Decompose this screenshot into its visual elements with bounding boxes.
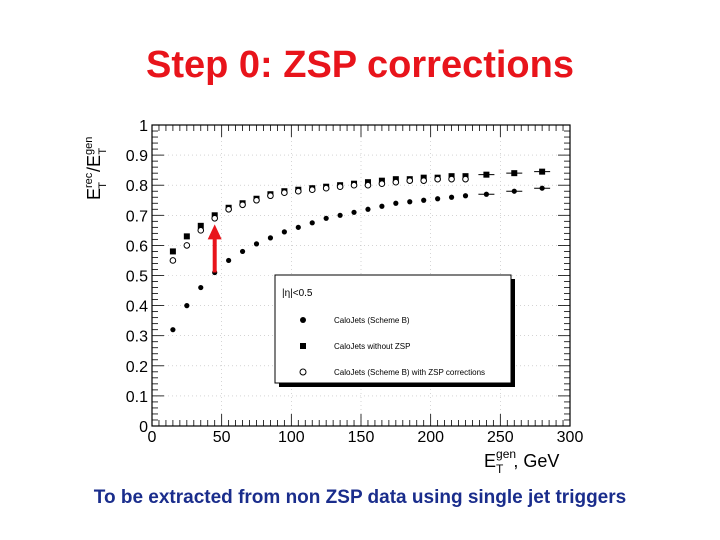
y-tick-label: 0 <box>139 419 148 436</box>
point-series-3 <box>267 192 274 200</box>
point-series-1 <box>365 206 371 212</box>
legend-marker-open-circle <box>299 368 307 376</box>
point-series-1 <box>337 212 343 218</box>
point-series-2 <box>539 168 546 175</box>
slide-caption: To be extracted from non ZSP data using … <box>93 487 627 508</box>
point-series-1 <box>309 220 315 226</box>
point-series-3 <box>308 186 316 194</box>
point-series-3 <box>253 196 260 204</box>
y-axis-label: Erec T/Egen T <box>83 137 109 200</box>
point-series-3 <box>420 177 428 184</box>
arrow-head <box>207 224 222 240</box>
legend-entry-2: CaloJets without ZSP <box>334 342 410 351</box>
x-tick-label: 300 <box>557 429 584 446</box>
y-tick-label: 0.1 <box>126 389 148 406</box>
point-series-2 <box>169 248 176 255</box>
point-series-1 <box>226 257 232 264</box>
point-series-2 <box>183 233 190 240</box>
y-tick-label: 0.9 <box>126 148 148 165</box>
point-series-3 <box>211 215 218 222</box>
y-tick-label: 0.8 <box>126 178 148 195</box>
point-series-3 <box>406 177 414 184</box>
x-label-main: E <box>484 451 496 471</box>
slide-title: Step 0: ZSP corrections <box>146 44 574 86</box>
y-tick-label: 0.2 <box>126 359 148 376</box>
legend-entry-3: CaloJets (Scheme B) with ZSP corrections <box>334 368 485 377</box>
point-series-1 <box>184 303 190 309</box>
y-tick-label: 0.6 <box>126 238 148 255</box>
point-series-1 <box>539 185 545 191</box>
point-series-1 <box>239 248 246 255</box>
y-label-slash: /E <box>84 155 104 172</box>
y-tick-label: 0.5 <box>126 269 148 286</box>
point-series-1 <box>448 194 455 200</box>
point-series-1 <box>435 196 441 202</box>
legend-header: |η|<0.5 <box>282 288 313 299</box>
point-series-1 <box>483 191 489 197</box>
x-tick-label: 200 <box>417 429 444 446</box>
point-series-1 <box>511 188 517 194</box>
point-series-1 <box>323 215 329 221</box>
y-tick-label: 0.4 <box>126 299 148 316</box>
point-series-3 <box>169 257 177 264</box>
point-series-2 <box>511 170 518 177</box>
y-tick-label: 0.3 <box>126 329 148 346</box>
point-series-1 <box>267 235 274 241</box>
point-series-2 <box>197 222 204 229</box>
point-series-3 <box>225 205 232 213</box>
y-tick-label: 0.7 <box>126 208 148 225</box>
legend-marker-filled-square <box>300 343 306 349</box>
point-series-3 <box>364 181 372 189</box>
marks-layer <box>169 168 551 333</box>
x-label-sup: gen <box>496 447 516 461</box>
y-label-sup1: rec <box>83 172 95 188</box>
point-series-1 <box>421 197 427 203</box>
point-series-1 <box>351 209 357 215</box>
x-tick-label: 150 <box>348 429 375 446</box>
x-tick-label: 50 <box>213 429 231 446</box>
point-series-3 <box>336 183 344 191</box>
point-series-3 <box>378 180 386 187</box>
y-label-sub2: T <box>97 148 109 155</box>
point-series-1 <box>295 224 301 230</box>
x-tick-label: 100 <box>278 429 305 446</box>
point-series-1 <box>253 241 260 247</box>
y-label-sub1: T <box>97 182 109 189</box>
legend: |η|<0.5 CaloJets (Scheme B) CaloJets wit… <box>274 274 515 387</box>
point-series-2 <box>483 171 490 178</box>
arrow-shaft <box>212 238 217 273</box>
x-tick-label: 250 <box>487 429 514 446</box>
point-series-1 <box>198 284 204 291</box>
point-series-3 <box>295 187 302 195</box>
point-series-1 <box>170 327 176 333</box>
point-series-1 <box>393 200 399 206</box>
x-tick-label: 0 <box>148 429 157 446</box>
point-series-1 <box>281 229 287 235</box>
point-series-3 <box>434 175 441 183</box>
x-axis-label: Egen T , GeV <box>484 447 559 476</box>
point-series-3 <box>448 175 455 183</box>
annotation-arrow <box>207 224 222 273</box>
point-series-1 <box>407 199 413 205</box>
point-series-3 <box>392 178 400 186</box>
y-label-sup2: gen <box>83 137 95 155</box>
point-series-3 <box>239 201 246 209</box>
legend-marker-filled-circle <box>300 317 306 323</box>
point-series-3 <box>197 227 205 234</box>
point-series-3 <box>183 242 191 249</box>
point-series-3 <box>281 189 288 197</box>
y-label-main: E <box>84 188 104 200</box>
point-series-3 <box>462 175 469 183</box>
point-series-3 <box>322 184 330 192</box>
legend-box <box>274 274 512 384</box>
point-series-3 <box>350 181 358 189</box>
x-label-sub: T <box>496 462 504 476</box>
point-series-1 <box>462 193 469 199</box>
x-label-unit: , GeV <box>513 451 559 471</box>
legend-entry-1: CaloJets (Scheme B) <box>334 316 410 325</box>
ticks-layer: 0 50 100 150 200 250 300 0 0.1 0.2 0.3 0.4 0.5 0.6 0.7… <box>126 118 584 446</box>
y-tick-label: 1 <box>139 118 148 135</box>
point-series-1 <box>379 203 385 209</box>
